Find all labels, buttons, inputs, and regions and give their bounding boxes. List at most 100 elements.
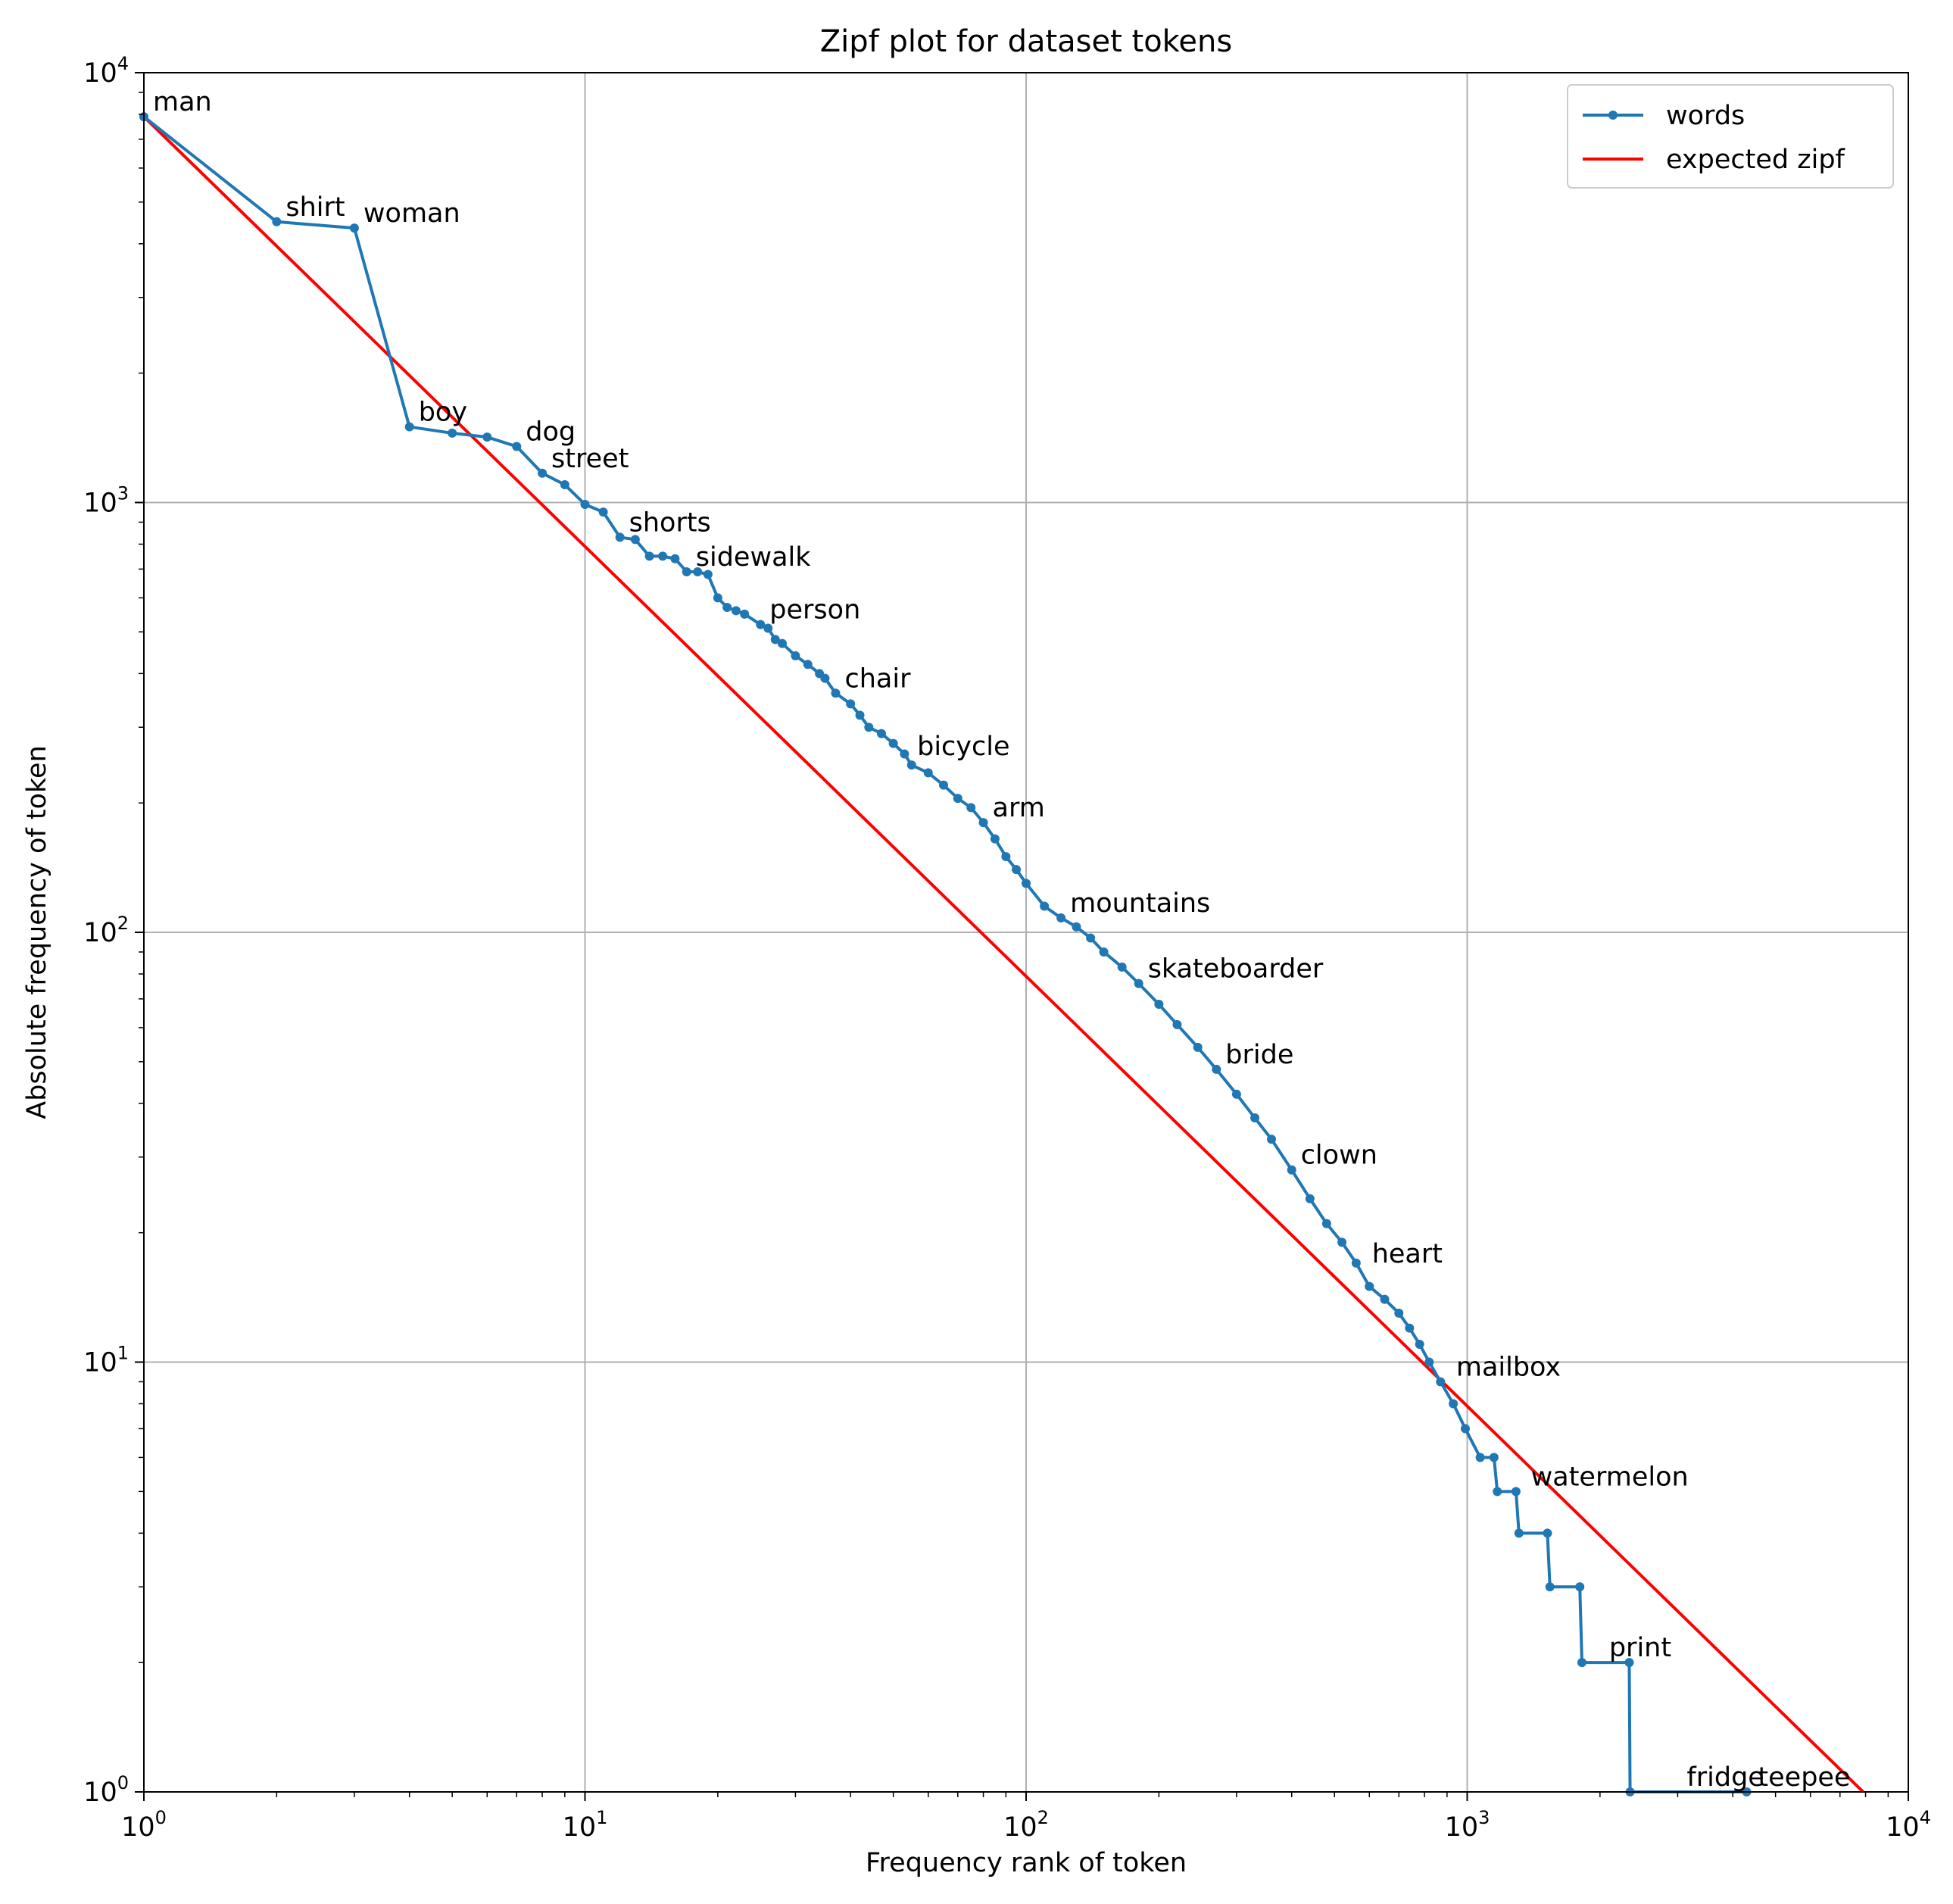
x-tick-label: 100: [121, 1807, 167, 1843]
words-point: [1134, 979, 1143, 988]
annotation-label: mountains: [1070, 888, 1210, 919]
words-point: [791, 651, 800, 660]
words-point: [888, 738, 898, 748]
words-point: [978, 818, 988, 828]
words-point: [1231, 1089, 1241, 1099]
annotation-label: shorts: [629, 507, 711, 538]
words-point: [703, 570, 713, 579]
words-point: [560, 480, 569, 490]
words-point: [1475, 1453, 1485, 1462]
words-point: [1001, 852, 1011, 862]
words-point: [876, 729, 886, 738]
annotation-label: person: [769, 595, 860, 626]
words-point: [1624, 1658, 1634, 1668]
words-point: [1212, 1064, 1221, 1074]
words-point: [953, 794, 962, 804]
words-point: [1321, 1219, 1331, 1228]
x-axis-label: Frequency rank of token: [866, 1848, 1187, 1878]
words-point: [831, 688, 841, 698]
words-point: [482, 432, 492, 442]
legend-words-label: words: [1666, 101, 1745, 131]
y-axis-label: Absolute frequency of token: [22, 745, 52, 1119]
x-axis-ticks: 100 101 102 103 104: [121, 1792, 1931, 1843]
words-point: [1012, 865, 1022, 875]
annotation-label: sidewalk: [696, 542, 812, 573]
words-point: [1545, 1582, 1555, 1592]
words-point: [580, 499, 590, 509]
x-tick-label: 103: [1445, 1807, 1490, 1843]
words-point: [803, 660, 813, 670]
annotation-label: mailbox: [1456, 1352, 1561, 1382]
legend-box: [1567, 84, 1894, 189]
words-point: [740, 609, 750, 619]
words-point: [1172, 1019, 1182, 1029]
words-point: [1117, 962, 1127, 972]
legend: words expected zipf: [1567, 84, 1894, 189]
words-point: [644, 551, 654, 561]
words-point: [598, 507, 608, 517]
plot-area: [139, 112, 1864, 1796]
annotation-label: shirt: [285, 192, 345, 223]
words-point: [722, 603, 732, 613]
chart-title: Zipf plot for dataset tokens: [820, 24, 1232, 59]
words-point: [1575, 1582, 1585, 1592]
words-point: [272, 217, 282, 226]
words-point: [658, 551, 668, 561]
words-point: [1351, 1258, 1361, 1268]
y-tick-label: 102: [83, 913, 129, 948]
y-axis-ticks: 100 101 102 103 104: [83, 53, 144, 1808]
words-point: [1511, 1487, 1521, 1497]
words-point: [448, 428, 457, 438]
words-point: [1436, 1377, 1446, 1387]
words-point: [777, 638, 787, 648]
words-point: [670, 554, 680, 563]
x-tick-label: 101: [563, 1807, 608, 1843]
annotation-label: chair: [844, 663, 911, 694]
words-point: [855, 710, 865, 720]
x-tick-label: 104: [1886, 1807, 1931, 1843]
words-point: [1056, 913, 1066, 923]
words-point: [1460, 1424, 1470, 1434]
words-point: [1193, 1042, 1203, 1052]
y-tick-label: 103: [83, 483, 129, 519]
series-line-words: [142, 115, 1747, 1793]
words-point: [1380, 1294, 1390, 1304]
words-point: [939, 780, 949, 790]
annotation-label: print: [1609, 1633, 1671, 1663]
words-point: [1543, 1528, 1552, 1538]
words-point: [693, 567, 703, 576]
words-point: [538, 468, 548, 478]
words-point: [756, 620, 766, 629]
words-point: [713, 593, 722, 603]
words-point: [1337, 1238, 1347, 1247]
words-point: [763, 623, 773, 633]
words-point: [1287, 1165, 1296, 1175]
words-point: [1099, 947, 1109, 957]
words-point: [404, 422, 414, 432]
legend-words-marker: [1608, 111, 1618, 120]
words-point: [966, 803, 976, 813]
words-point: [349, 223, 359, 233]
words-point: [1022, 879, 1031, 888]
words-point: [1394, 1308, 1404, 1318]
words-point: [615, 532, 625, 542]
words-point: [864, 723, 874, 732]
words-point: [900, 749, 909, 759]
annotation-label: boy: [419, 398, 467, 428]
words-point: [1424, 1357, 1434, 1367]
words-point: [630, 535, 640, 545]
words-point: [770, 635, 780, 645]
y-tick-label: 101: [83, 1343, 129, 1378]
words-point: [1267, 1135, 1277, 1144]
annotation-label: bicycle: [917, 732, 1009, 762]
words-point: [1154, 1000, 1164, 1010]
annotation-label: dog: [526, 417, 576, 448]
words-point: [1365, 1281, 1374, 1291]
words-point: [923, 768, 933, 778]
words-point: [846, 699, 856, 709]
words-point: [1305, 1194, 1315, 1203]
annotation-label: woman: [363, 198, 460, 229]
